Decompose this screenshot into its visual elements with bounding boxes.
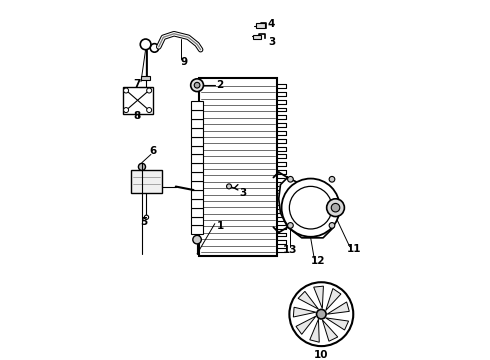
Circle shape [329,176,335,182]
Text: 9: 9 [180,57,188,67]
Circle shape [191,79,203,91]
Polygon shape [310,319,319,342]
Bar [199,78,277,256]
Bar [253,35,261,39]
Circle shape [145,215,148,219]
Bar [191,199,203,208]
Text: 7: 7 [134,80,141,90]
Polygon shape [314,286,323,309]
Bar [191,190,203,199]
Polygon shape [326,288,341,310]
Circle shape [123,88,128,93]
Circle shape [290,186,332,229]
Bar [191,208,203,217]
Bar [191,119,203,128]
Text: 6: 6 [149,146,156,156]
Circle shape [193,235,201,244]
Text: 8: 8 [134,112,141,121]
Circle shape [147,88,151,93]
Circle shape [194,82,200,88]
Bar [191,110,203,119]
Circle shape [147,108,151,113]
Circle shape [226,184,231,189]
Text: 12: 12 [311,256,326,266]
Text: 3: 3 [268,37,275,47]
Bar [256,23,265,28]
Text: 13: 13 [283,245,298,255]
Circle shape [288,222,294,228]
Circle shape [327,199,344,217]
Polygon shape [298,291,319,309]
Bar [191,217,203,225]
Circle shape [331,203,340,212]
Bar [141,76,150,80]
Polygon shape [322,320,338,341]
Bar [131,170,162,193]
Bar [191,181,203,190]
Polygon shape [294,307,316,317]
Circle shape [282,179,340,237]
Text: 2: 2 [217,80,224,90]
Bar [191,145,203,154]
Circle shape [317,309,326,319]
Text: 4: 4 [268,19,275,29]
Bar [191,225,203,234]
Text: 10: 10 [314,350,329,360]
Circle shape [150,44,159,52]
Circle shape [140,39,151,50]
Bar [191,163,203,172]
Bar [191,154,203,163]
Text: 3: 3 [239,189,246,198]
Text: 5: 5 [140,217,147,227]
Circle shape [123,108,128,113]
Polygon shape [326,318,348,330]
Bar [191,128,203,137]
Text: 11: 11 [347,244,362,254]
Polygon shape [279,177,334,238]
Bar [122,87,153,114]
Polygon shape [296,316,316,334]
Text: 1: 1 [217,221,224,231]
Circle shape [329,222,335,228]
Circle shape [138,163,146,170]
Bar [191,101,203,110]
Polygon shape [327,302,349,314]
Bar [191,172,203,181]
Circle shape [288,176,294,182]
Circle shape [290,282,353,346]
Bar [191,137,203,145]
